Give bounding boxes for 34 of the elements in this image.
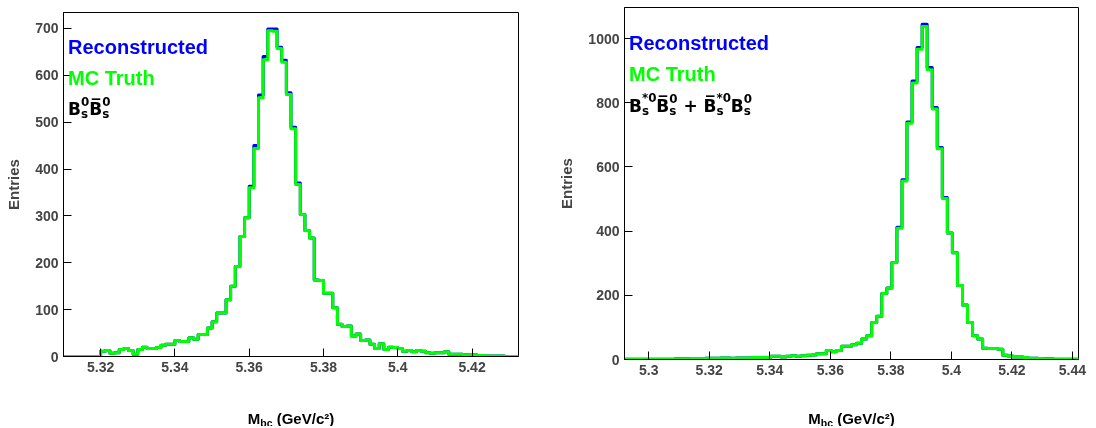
y-axis-title: Entries (558, 158, 576, 209)
y-tick-label: 500 (35, 114, 59, 131)
text: Reconstructed (629, 31, 770, 54)
x-tick-label: 5.32 (87, 358, 115, 375)
x-tick-label: 5.4 (941, 361, 962, 378)
x-tick-label: 5.36 (816, 361, 845, 378)
x-tick-label: 5.38 (877, 361, 905, 378)
y-tick-label: 400 (35, 161, 59, 178)
x-tick-label: 5.42 (458, 358, 486, 375)
y-tick-label: 0 (50, 348, 59, 365)
y-tick-label: 200 (35, 254, 59, 271)
x-tick-label: 5.42 (998, 361, 1026, 378)
text: Reconstructed (68, 35, 209, 58)
x-tick-label: 5.36 (235, 358, 264, 375)
y-tick-label: 200 (596, 287, 620, 304)
x-tick-label: 5.34 (161, 358, 189, 375)
x-tick-label: 5.34 (756, 361, 784, 378)
y-tick-label: 300 (35, 207, 59, 224)
y-tick-label: 1000 (588, 30, 620, 47)
y-tick-label: 700 (35, 20, 59, 37)
x-tick-label: 5.3 (638, 361, 659, 378)
y-tick-label: 400 (596, 223, 620, 240)
y-tick-label: 100 (35, 301, 59, 318)
x-tick-label: 5.38 (309, 358, 338, 375)
y-tick-label: 800 (596, 94, 620, 111)
x-tick-label: 5.32 (695, 361, 724, 378)
y-tick-label: 0 (611, 351, 620, 368)
y-axis-title: Entries (5, 159, 23, 210)
y-tick-label: 600 (596, 158, 620, 175)
text: MC Truth (629, 63, 716, 86)
text: MC Truth (68, 66, 155, 89)
y-tick-label: 600 (35, 67, 59, 84)
x-tick-label: 5.4 (388, 358, 408, 375)
x-tick-label: 5.44 (1058, 361, 1087, 378)
